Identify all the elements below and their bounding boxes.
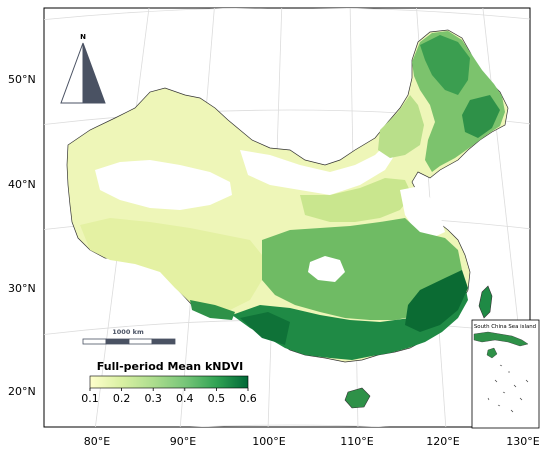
lon-label-120: 120°E: [426, 435, 459, 448]
legend-ticks: 0.1 0.2 0.3 0.4 0.5 0.6: [81, 388, 257, 405]
himalaya-south-forest: [190, 300, 235, 320]
tarim-desert: [95, 160, 232, 210]
inset-hainan: [486, 347, 498, 359]
lon-label-80: 80°E: [84, 435, 110, 448]
region-inner-mongolia: [378, 95, 424, 158]
inset-islands: [487, 364, 529, 413]
north-arrow-label: N: [80, 33, 86, 41]
changbai-forest: [462, 95, 500, 138]
north-china-plain: [400, 186, 445, 238]
lat-label-40: 40°N: [8, 178, 36, 191]
legend-colorbar: [89, 375, 249, 389]
region-central: [262, 218, 462, 320]
gobi-desert: [240, 140, 398, 195]
taiwan: [478, 285, 493, 319]
legend-tick-label: 0.5: [208, 392, 226, 405]
legend-tick-label: 0.1: [81, 392, 99, 405]
longitude-labels: 80°E 90°E 100°E 110°E 120°E 130°E: [84, 435, 540, 448]
legend: Full-period Mean kNDVI 0.1 0.2 0.3 0.4 0.5 0.…: [81, 360, 257, 405]
lat-label-30: 30°N: [8, 282, 36, 295]
inset-south-china-sea: South China Sea island: [471, 319, 540, 429]
legend-tick-label: 0.6: [239, 392, 257, 405]
lat-label-20: 20°N: [8, 385, 36, 398]
lon-label-100: 100°E: [252, 435, 285, 448]
north-arrow: N: [60, 33, 106, 104]
southwest-forest: [240, 312, 290, 345]
legend-title: Full-period Mean kNDVI: [97, 360, 243, 373]
hainan: [344, 387, 371, 409]
scale-bar: 1000 km: [82, 328, 176, 345]
lon-label-90: 90°E: [170, 435, 196, 448]
region-tibet: [80, 218, 262, 310]
region-loess: [300, 178, 412, 222]
legend-tick-label: 0.2: [113, 392, 131, 405]
region-south: [232, 285, 468, 360]
lon-label-110: 110°E: [340, 435, 373, 448]
southeast-forest: [405, 270, 468, 332]
northeast-forest: [420, 35, 470, 95]
inset-coast: [473, 331, 529, 347]
latitude-labels: 50°N 40°N 30°N 20°N: [8, 73, 36, 398]
inset-title: South China Sea island: [474, 324, 536, 330]
lon-label-130: 130°E: [506, 435, 539, 448]
scale-bar-label: 1000 km: [112, 328, 144, 336]
china-landmass: [66, 29, 509, 409]
lat-label-50: 50°N: [8, 73, 36, 86]
legend-tick-label: 0.4: [176, 392, 194, 405]
north-arrow-right-half: [82, 42, 106, 104]
legend-tick-label: 0.3: [144, 392, 162, 405]
sichuan-basin: [308, 256, 345, 282]
